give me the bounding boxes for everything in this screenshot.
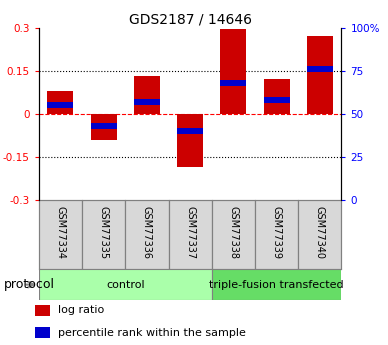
Text: triple-fusion transfected: triple-fusion transfected <box>209 280 344 289</box>
Bar <box>39 269 212 300</box>
Bar <box>307 66 333 72</box>
Text: GSM77335: GSM77335 <box>99 206 109 259</box>
Text: protocol: protocol <box>4 278 55 291</box>
Text: GSM77340: GSM77340 <box>315 206 325 259</box>
Text: GSM77338: GSM77338 <box>229 206 238 259</box>
Bar <box>134 77 160 114</box>
Text: GSM77334: GSM77334 <box>55 206 66 259</box>
Bar <box>220 80 246 86</box>
FancyBboxPatch shape <box>255 200 298 269</box>
Bar <box>212 269 341 300</box>
FancyBboxPatch shape <box>39 200 82 269</box>
Bar <box>35 305 50 316</box>
FancyBboxPatch shape <box>298 200 341 269</box>
Bar <box>263 97 289 103</box>
Bar <box>47 102 73 108</box>
Bar <box>91 114 117 140</box>
Bar <box>35 327 50 338</box>
Bar <box>177 114 203 167</box>
Bar <box>91 123 117 129</box>
Bar <box>134 99 160 105</box>
Title: GDS2187 / 14646: GDS2187 / 14646 <box>128 12 252 27</box>
FancyBboxPatch shape <box>125 200 168 269</box>
FancyBboxPatch shape <box>82 200 125 269</box>
Text: log ratio: log ratio <box>58 305 104 315</box>
Bar <box>177 128 203 134</box>
FancyBboxPatch shape <box>212 200 255 269</box>
Bar <box>220 29 246 114</box>
Bar <box>47 91 73 114</box>
Bar <box>307 36 333 114</box>
Text: GSM77336: GSM77336 <box>142 206 152 259</box>
Text: percentile rank within the sample: percentile rank within the sample <box>58 328 246 338</box>
Text: GSM77339: GSM77339 <box>272 206 282 259</box>
FancyBboxPatch shape <box>168 200 212 269</box>
Bar <box>263 79 289 114</box>
Text: GSM77337: GSM77337 <box>185 206 195 259</box>
Text: control: control <box>106 280 145 289</box>
